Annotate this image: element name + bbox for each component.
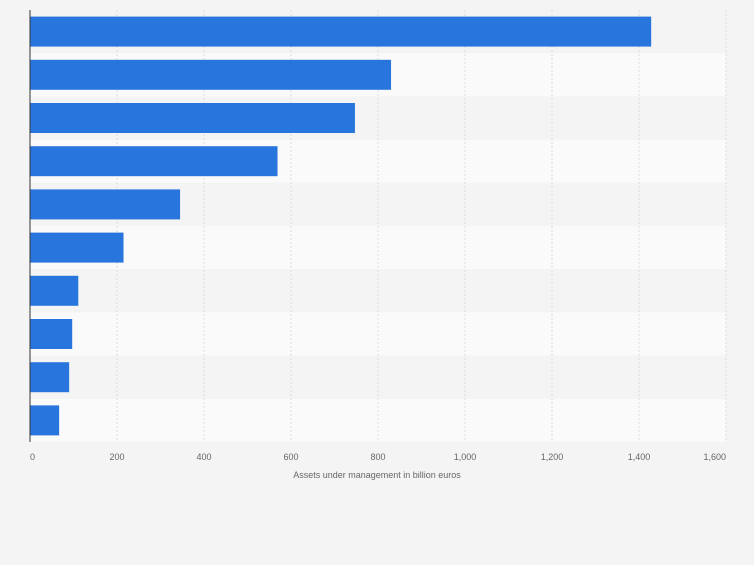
bar <box>30 59 392 90</box>
x-tick-label: 1,600 <box>703 452 726 462</box>
x-tick-label: 600 <box>283 452 298 462</box>
x-axis-ticks: 0 200 400 600 800 1,000 1,200 1,400 1,600 <box>30 452 726 462</box>
x-tick-label: 200 <box>109 452 124 462</box>
bar <box>30 275 79 306</box>
bar <box>30 405 60 436</box>
x-tick-label: 1,400 <box>628 452 651 462</box>
x-tick-label: 0 <box>30 452 35 462</box>
bars <box>30 16 652 436</box>
bar <box>30 189 181 220</box>
bar <box>30 362 70 393</box>
bar <box>30 146 278 177</box>
x-axis-title: Assets under management in billion euros <box>293 470 461 480</box>
x-tick-label: 800 <box>370 452 385 462</box>
x-tick-label: 1,000 <box>454 452 477 462</box>
bar <box>30 16 652 47</box>
x-tick-label: 1,200 <box>541 452 564 462</box>
x-tick-label: 400 <box>196 452 211 462</box>
bar <box>30 232 124 263</box>
bar <box>30 319 73 349</box>
bar <box>30 103 355 133</box>
